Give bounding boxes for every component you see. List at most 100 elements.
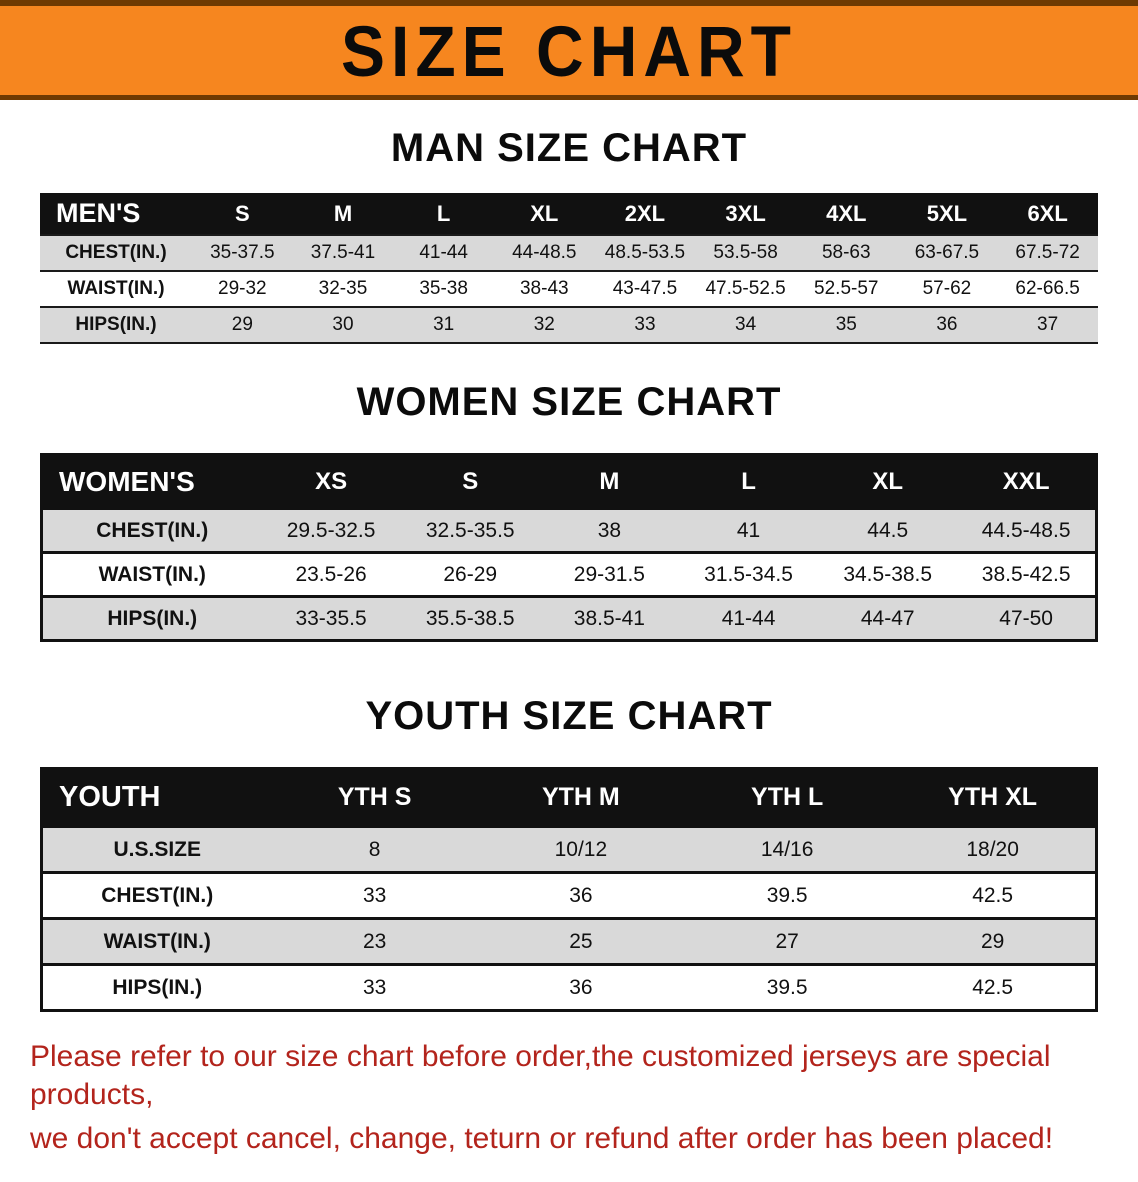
size-value-cell: 34.5-38.5 <box>843 562 933 586</box>
men-size-table: MEN'S S M L XL 2XL 3XL 4XL 5XL 6XL CHEST(IN.) 35-37… <box>40 193 1098 344</box>
size-value-cell: 41 <box>736 518 761 542</box>
size-value-cell: 30 <box>332 314 354 335</box>
size-value-cell: 25 <box>569 929 593 953</box>
size-value-cell: 32.5-35.5 <box>425 518 515 542</box>
size-value-cell: 37 <box>1037 314 1059 335</box>
size-column-header: YTH M <box>477 768 684 827</box>
youth-table-header-row: YOUTH YTH S YTH M YTH L YTH XL <box>41 768 1097 827</box>
size-value-cell: 48.5-53.5 <box>604 242 686 263</box>
size-column-header: 3XL <box>695 193 796 235</box>
size-column-header: XL <box>493 193 595 235</box>
size-value-cell: 38.5-42.5 <box>981 562 1071 586</box>
size-value-cell: 57-62 <box>922 278 972 299</box>
size-value-cell: 63-67.5 <box>914 242 980 263</box>
size-column-header: M <box>539 454 679 509</box>
size-value-cell: 10/12 <box>554 837 608 861</box>
row-label: HIPS(IN.) <box>107 606 198 630</box>
size-column-header: YTH XL <box>890 768 1097 827</box>
size-value-cell: 33 <box>362 883 387 907</box>
size-column-header: YTH L <box>684 768 891 827</box>
size-value-cell: 41-44 <box>419 242 468 263</box>
size-value-cell: 44-47 <box>860 606 915 630</box>
size-value-cell: 26-29 <box>443 562 498 586</box>
row-label: WAIST(IN.) <box>67 278 165 299</box>
size-value-cell: 44.5-48.5 <box>981 518 1071 542</box>
size-value-cell: 67.5-72 <box>1015 242 1080 263</box>
size-value-cell: 35-38 <box>419 278 468 299</box>
size-value-cell: 36 <box>569 883 593 907</box>
size-value-cell: 44.5 <box>867 518 909 542</box>
size-column-header: 5XL <box>896 193 998 235</box>
women-chart-heading: WOMEN SIZE CHART <box>356 380 782 424</box>
men-chart-heading: MAN SIZE CHART <box>390 126 748 170</box>
notice-line-1: Please refer to our size chart before or… <box>30 1040 1051 1111</box>
size-value-cell: 62-66.5 <box>1015 278 1080 299</box>
table-row: CHEST(IN.) 29.5-32.5 32.5-35.5 38 41 44.5 44.5… <box>41 508 1097 553</box>
size-value-cell: 32-35 <box>318 278 368 299</box>
size-value-cell: 31 <box>433 314 455 335</box>
youth-size-table: YOUTH YTH S YTH M YTH L YTH XL U.S.SIZE 8 10/12… <box>40 767 1098 1012</box>
page-title: SIZE CHART <box>341 10 797 91</box>
notice-line-2: we don't accept cancel, change, teturn o… <box>30 1122 1054 1155</box>
size-value-cell: 39.5 <box>766 975 808 999</box>
size-value-cell: 33-35.5 <box>295 606 367 630</box>
men-size-chart-section: MAN SIZE CHART MEN'S S M L XL 2XL 3XL 4XL 5XL 6XL… <box>0 126 1138 344</box>
size-column-header: L <box>678 454 819 509</box>
women-size-chart-section: WOMEN SIZE CHART WOMEN'S XS S M L XL XXL CHEST(… <box>0 380 1138 642</box>
size-value-cell: 39.5 <box>766 883 808 907</box>
youth-size-chart-section: YOUTH SIZE CHART YOUTH YTH S YTH M YTH L YTH… <box>0 694 1138 1012</box>
row-label: CHEST(IN.) <box>96 518 209 542</box>
size-column-header: 2XL <box>594 193 696 235</box>
size-column-header: YTH S <box>271 768 478 827</box>
size-value-cell: 29 <box>980 929 1005 953</box>
size-value-cell: 43-47.5 <box>612 278 678 299</box>
table-row: HIPS(IN.) 29 30 31 32 33 34 35 36 37 <box>40 307 1098 343</box>
size-value-cell: 23 <box>362 929 387 953</box>
row-label: CHEST(IN.) <box>65 242 167 263</box>
size-value-cell: 37.5-41 <box>310 242 376 263</box>
row-label: HIPS(IN.) <box>112 975 203 999</box>
women-table-header-row: WOMEN'S XS S M L XL XXL <box>41 454 1097 509</box>
table-row: WAIST(IN.) 23 25 27 29 <box>41 918 1097 965</box>
size-value-cell: 52.5-57 <box>814 278 879 299</box>
size-value-cell: 29.5-32.5 <box>286 518 376 542</box>
size-column-header: XL <box>818 454 958 509</box>
youth-chart-heading: YOUTH SIZE CHART <box>365 694 773 738</box>
table-row: CHEST(IN.) 35-37.5 37.5-41 41-44 44-48.5 48.5… <box>40 235 1098 271</box>
size-value-cell: 36 <box>569 975 593 999</box>
size-value-cell: 42.5 <box>972 883 1014 907</box>
size-column-header: 6XL <box>997 193 1098 235</box>
size-value-cell: 47-50 <box>999 606 1053 630</box>
size-value-cell: 31.5-34.5 <box>704 562 793 586</box>
size-value-cell: 58-63 <box>821 242 871 263</box>
size-value-cell: 32 <box>533 314 555 335</box>
size-value-cell: 34 <box>735 314 757 335</box>
size-value-cell: 36 <box>936 314 958 335</box>
size-value-cell: 29 <box>231 314 253 335</box>
size-value-cell: 35-37.5 <box>210 242 275 263</box>
size-column-header: S <box>192 193 293 235</box>
men-table-header-row: MEN'S S M L XL 2XL 3XL 4XL 5XL 6XL <box>40 193 1098 235</box>
women-table-title: WOMEN'S <box>41 454 262 509</box>
size-value-cell: 35.5-38.5 <box>425 606 515 630</box>
size-value-cell: 27 <box>775 929 799 953</box>
row-label: CHEST(IN.) <box>101 883 214 907</box>
size-value-cell: 14/16 <box>760 837 814 861</box>
table-row: HIPS(IN.) 33-35.5 35.5-38.5 38.5-41 41-44 44-… <box>41 596 1097 641</box>
table-row: U.S.SIZE 8 10/12 14/16 18/20 <box>41 826 1097 873</box>
size-value-cell: 47.5-52.5 <box>705 278 786 299</box>
size-column-header: M <box>292 193 394 235</box>
table-row: CHEST(IN.) 33 36 39.5 42.5 <box>41 872 1097 919</box>
size-value-cell: 53.5-58 <box>713 242 778 263</box>
youth-table-title: YOUTH <box>41 768 272 827</box>
row-label: U.S.SIZE <box>113 837 202 861</box>
size-value-cell: 8 <box>368 837 381 861</box>
size-value-cell: 18/20 <box>966 837 1019 861</box>
size-column-header: XXL <box>957 454 1097 509</box>
size-value-cell: 42.5 <box>972 975 1014 999</box>
size-value-cell: 23.5-26 <box>295 562 367 586</box>
men-table-title: MEN'S <box>40 193 192 235</box>
size-value-cell: 44-48.5 <box>512 242 577 263</box>
size-value-cell: 33 <box>634 314 656 335</box>
